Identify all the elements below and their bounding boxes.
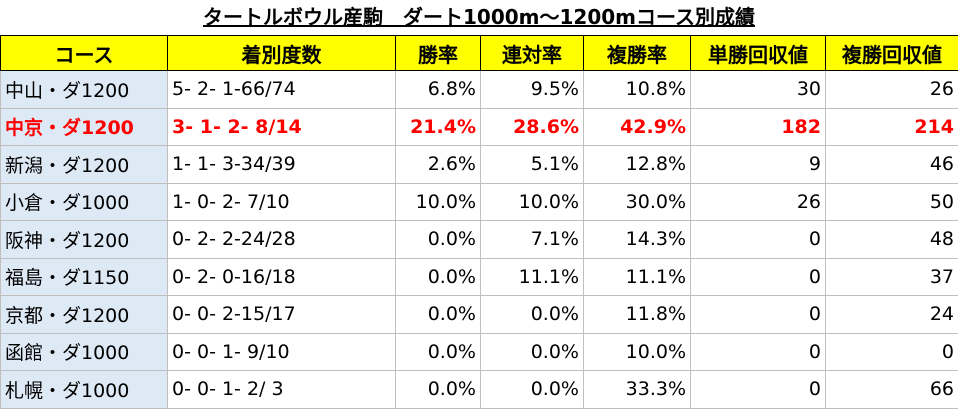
course-cell: 中山・ダ1200 — [1, 71, 168, 109]
data-cell: 0 — [691, 371, 826, 409]
data-cell: 0.0% — [481, 333, 584, 371]
data-cell: 30.0% — [584, 183, 691, 221]
data-cell: 0- 2- 2-24/28 — [168, 221, 396, 259]
data-cell: 0 — [826, 333, 958, 371]
data-cell: 1- 1- 3-34/39 — [168, 146, 396, 184]
data-cell: 30 — [691, 71, 826, 109]
data-cell: 182 — [691, 108, 826, 146]
data-cell: 2.6% — [396, 146, 481, 184]
data-cell: 12.8% — [584, 146, 691, 184]
data-cell: 0 — [691, 296, 826, 334]
data-cell: 0 — [691, 221, 826, 259]
data-cell: 0 — [691, 258, 826, 296]
course-cell: 福島・ダ1150 — [1, 258, 168, 296]
data-cell: 10.0% — [481, 183, 584, 221]
data-cell: 1- 0- 2- 7/10 — [168, 183, 396, 221]
data-cell: 28.6% — [481, 108, 584, 146]
data-cell: 50 — [826, 183, 958, 221]
data-cell: 3- 1- 2- 8/14 — [168, 108, 396, 146]
data-cell: 0.0% — [481, 371, 584, 409]
data-cell: 11.8% — [584, 296, 691, 334]
data-cell: 10.0% — [396, 183, 481, 221]
data-cell: 46 — [826, 146, 958, 184]
header-row: コース着別度数勝率連対率複勝率単勝回収値複勝回収値 — [1, 36, 958, 71]
header-cell: コース — [1, 36, 168, 71]
data-cell: 0.0% — [396, 221, 481, 259]
data-cell: 0.0% — [396, 333, 481, 371]
data-cell: 26 — [826, 71, 958, 109]
data-cell: 214 — [826, 108, 958, 146]
data-cell: 6.8% — [396, 71, 481, 109]
data-cell: 0- 0- 1- 9/10 — [168, 333, 396, 371]
data-cell: 0.0% — [396, 371, 481, 409]
data-cell: 0- 2- 0-16/18 — [168, 258, 396, 296]
data-cell: 0.0% — [396, 258, 481, 296]
data-cell: 26 — [691, 183, 826, 221]
header-cell: 勝率 — [396, 36, 481, 71]
header-cell: 着別度数 — [168, 36, 396, 71]
data-cell: 10.8% — [584, 71, 691, 109]
course-cell: 阪神・ダ1200 — [1, 221, 168, 259]
data-cell: 48 — [826, 221, 958, 259]
course-cell: 中京・ダ1200 — [1, 108, 168, 146]
data-cell: 33.3% — [584, 371, 691, 409]
data-cell: 11.1% — [584, 258, 691, 296]
data-cell: 5- 2- 1-66/74 — [168, 71, 396, 109]
data-cell: 7.1% — [481, 221, 584, 259]
course-cell: 函館・ダ1000 — [1, 333, 168, 371]
data-cell: 37 — [826, 258, 958, 296]
data-cell: 0- 0- 1- 2/ 3 — [168, 371, 396, 409]
header-cell: 複勝率 — [584, 36, 691, 71]
data-cell: 0 — [691, 333, 826, 371]
data-cell: 14.3% — [584, 221, 691, 259]
data-cell: 9.5% — [481, 71, 584, 109]
header-cell: 複勝回収値 — [826, 36, 958, 71]
course-cell: 京都・ダ1200 — [1, 296, 168, 334]
course-cell: 札幌・ダ1000 — [1, 371, 168, 409]
data-cell: 24 — [826, 296, 958, 334]
header-cell: 連対率 — [481, 36, 584, 71]
data-cell: 10.0% — [584, 333, 691, 371]
data-cell: 5.1% — [481, 146, 584, 184]
course-cell: 新潟・ダ1200 — [1, 146, 168, 184]
data-cell: 0- 0- 2-15/17 — [168, 296, 396, 334]
data-cell: 9 — [691, 146, 826, 184]
data-cell: 0.0% — [396, 296, 481, 334]
data-cell: 0.0% — [481, 296, 584, 334]
data-cell: 66 — [826, 371, 958, 409]
data-cell: 42.9% — [584, 108, 691, 146]
data-cell: 11.1% — [481, 258, 584, 296]
header-cell: 単勝回収値 — [691, 36, 826, 71]
data-cell: 21.4% — [396, 108, 481, 146]
sheet-title: タートルボウル産駒 ダート1000m～1200mコース別成績 — [0, 0, 958, 35]
course-cell: 小倉・ダ1000 — [1, 183, 168, 221]
